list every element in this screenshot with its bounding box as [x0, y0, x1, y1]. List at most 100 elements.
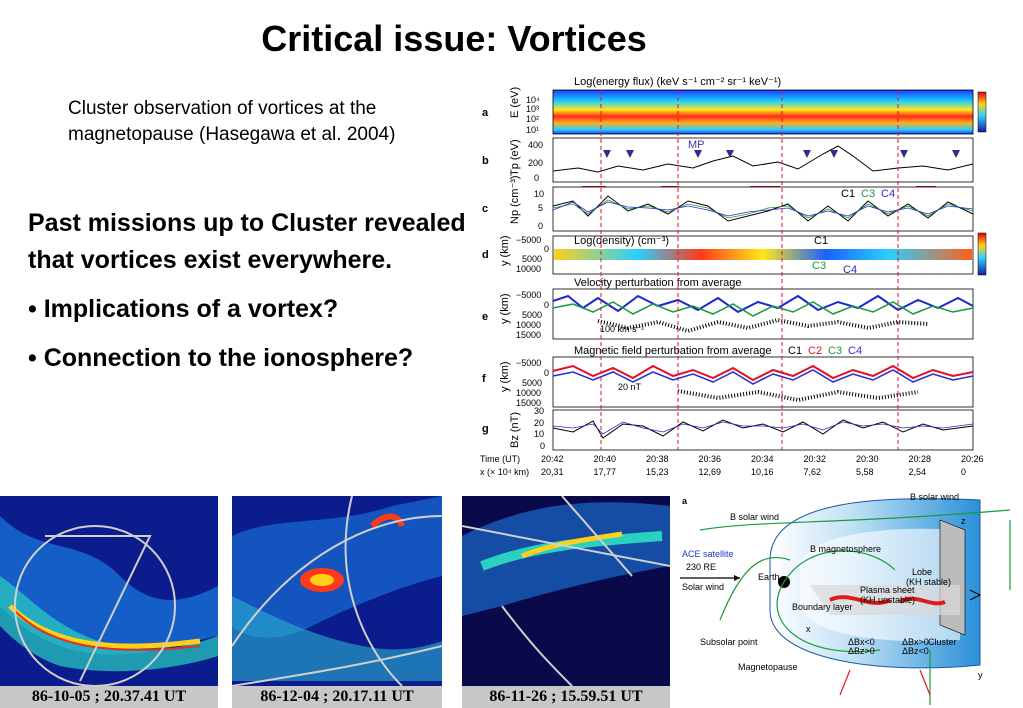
- time-ticks: 20:42 20:40 20:38 20:36 20:34 20:32 20:30 20:28…: [541, 454, 984, 464]
- schematic-b-magnetosphere: B magnetosphere: [810, 544, 881, 554]
- panel-f-title: Magnetic field perturbation from average: [574, 345, 772, 357]
- panel-f-tick-5: 15000: [516, 398, 541, 408]
- bullet-list: Past missions up to Cluster revealed tha…: [28, 205, 468, 389]
- x-axis-label: x (× 10⁴ km): [480, 467, 529, 477]
- panel-c-sc-c4: C4: [881, 188, 895, 200]
- time-axis-label: Time (UT): [480, 454, 520, 464]
- x-tick-label: 0: [961, 467, 966, 477]
- panel-a-tick-2: 10³: [526, 104, 539, 114]
- aurora-image-3-graphic: [462, 496, 670, 708]
- panel-a-ylabel: E (eV): [509, 87, 521, 118]
- panel-e-tick-4: 10000: [516, 320, 541, 330]
- panel-a-tick-1: 10⁴: [526, 95, 540, 105]
- aurora-image-1: 86-10-05 ; 20.37.41 UT: [0, 496, 218, 708]
- aurora-image-3: 86-11-26 ; 15.59.51 UT: [462, 496, 670, 708]
- x-tick-label: 20,31: [541, 467, 564, 477]
- panel-f-scale: 20 nT: [618, 382, 642, 392]
- bullet-intro: Past missions up to Cluster revealed tha…: [28, 209, 466, 274]
- panel-f-frame: [552, 356, 974, 408]
- panel-c-sc-c1: C1: [841, 188, 855, 200]
- schematic-lobe-note: (KH stable): [906, 577, 951, 587]
- panel-b-tick-1: 400: [528, 140, 543, 150]
- x-tick-label: 10,16: [751, 467, 774, 477]
- panel-e-scale: 100 km s⁻¹: [600, 324, 644, 334]
- panel-letter-a: a: [482, 107, 489, 119]
- aurora-image-1-graphic: [0, 496, 218, 708]
- panel-b-mp-label: MP: [688, 139, 705, 151]
- panel-c-tick-3: 0: [538, 221, 543, 231]
- panel-c-tick-2: 5: [538, 203, 543, 213]
- panel-e-tick-3: 5000: [522, 310, 542, 320]
- panel-d-sc-c1: C1: [814, 235, 828, 247]
- time-tick-label: 20:42: [541, 454, 564, 464]
- panel-b-tick-3: 0: [534, 173, 539, 183]
- panel-c-ylabel: Np (cm⁻³): [509, 175, 521, 224]
- panel-c-tick-1: 10: [534, 189, 544, 199]
- schematic-panel-letter: a: [682, 496, 688, 506]
- panel-d-sc-c3: C3: [812, 260, 826, 272]
- bullet-implications: • Implications of a vortex?: [28, 295, 339, 323]
- panel-d-density-strip: [554, 249, 972, 260]
- panel-f-ylabel: y (km): [499, 361, 511, 392]
- panel-g-tick-4: 0: [540, 441, 545, 451]
- schematic-axis-y: y: [978, 670, 983, 680]
- panel-g-frame: [552, 409, 974, 451]
- panel-letter-e: e: [482, 311, 488, 323]
- vortex-markers: [600, 90, 899, 450]
- panel-d-ylabel: y (km): [499, 235, 511, 266]
- time-tick-label: 20:34: [751, 454, 774, 464]
- panel-e-tick-5: 15000: [516, 330, 541, 340]
- x-tick-label: 2,54: [909, 467, 927, 477]
- schematic-db3: ΔBx>0: [902, 637, 929, 647]
- panel-letter-b: b: [482, 155, 489, 167]
- panel-letter-g: g: [482, 423, 489, 435]
- time-tick-label: 20:30: [856, 454, 879, 464]
- cluster-data-figure: Log(energy flux) (keV s⁻¹ cm⁻² sr⁻¹ keV⁻…: [480, 76, 987, 477]
- panel-f-sc-c3: C3: [828, 345, 842, 357]
- panel-e-tick-2: 0: [544, 300, 549, 310]
- schematic-db2: ΔBz>0: [848, 646, 875, 656]
- panel-f-tick-2: 0: [544, 368, 549, 378]
- panel-b-arrows: [603, 150, 960, 158]
- panel-d-tick-2: 0: [544, 244, 549, 254]
- panel-d-tick-4: 10000: [516, 264, 541, 274]
- panel-d-sc-c4: C4: [843, 264, 857, 276]
- panel-e-title: Velocity perturbation from average: [574, 277, 742, 289]
- x-tick-label: 5,58: [856, 467, 874, 477]
- time-tick-label: 20:32: [804, 454, 827, 464]
- schematic-db4: ΔBz<0: [902, 646, 929, 656]
- panel-d-tick-1: −5000: [516, 235, 541, 245]
- panel-f-tick-3: 5000: [522, 378, 542, 388]
- panel-e-tick-1: −5000: [516, 290, 541, 300]
- panel-f-tick-4: 10000: [516, 388, 541, 398]
- x-tick-label: 15,23: [646, 467, 669, 477]
- panel-letter-f: f: [482, 373, 486, 385]
- time-tick-label: 20:36: [699, 454, 722, 464]
- time-tick-label: 20:28: [909, 454, 932, 464]
- schematic-b-solar-wind-left: B solar wind: [730, 512, 779, 522]
- caption-line-1: Cluster observation of vortices at the: [68, 98, 377, 119]
- panel-f-sc-c2: C2: [808, 345, 822, 357]
- panel-a-tick-4: 10¹: [526, 125, 539, 135]
- panel-a-tick-3: 10²: [526, 114, 539, 124]
- schematic-b-solar-wind-top: B solar wind: [910, 492, 959, 502]
- bullet-ionosphere: • Connection to the ionosphere?: [28, 344, 414, 372]
- schematic-subsolar: Subsolar point: [700, 637, 758, 647]
- panel-b-ylabel: Tp (eV): [509, 139, 521, 176]
- schematic-solar-wind: Solar wind: [682, 582, 724, 592]
- x-ticks: 20,31 17,77 15,23 12,69 10,16 7,62 5,58 2,54 0: [541, 467, 966, 477]
- schematic-lobe: Lobe: [912, 567, 932, 577]
- time-tick-label: 20:26: [961, 454, 984, 464]
- schematic-ace-distance: 230 RE: [686, 562, 716, 572]
- schematic-db1: ΔBx<0: [848, 637, 875, 647]
- schematic-axis-z: z: [961, 516, 966, 526]
- panel-d-colorbar: [977, 232, 987, 276]
- panel-a-colorbar: [977, 91, 987, 133]
- figure-caption: Cluster observation of vortices at the m…: [68, 96, 478, 148]
- panel-g-tick-2: 20: [534, 418, 544, 428]
- panel-d-title: Log(density) (cm⁻³): [574, 235, 669, 247]
- panel-letter-c: c: [482, 203, 488, 215]
- panel-b-frame: [552, 137, 974, 183]
- panel-f-sc-c1: C1: [788, 345, 802, 357]
- slide-title: Critical issue: Vortices: [261, 18, 647, 59]
